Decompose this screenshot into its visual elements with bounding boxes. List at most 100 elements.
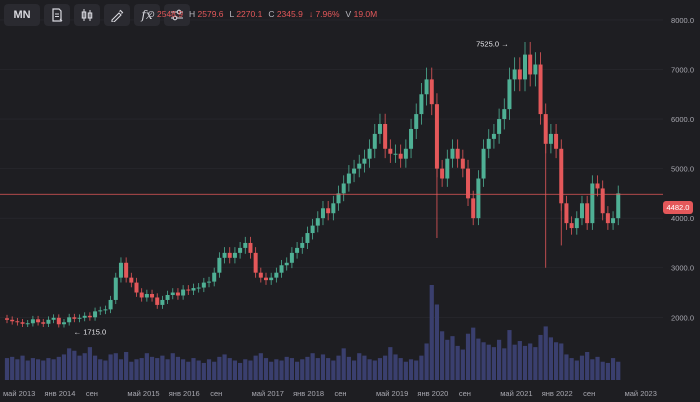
volume-bar xyxy=(139,358,144,380)
volume-bar xyxy=(481,342,486,380)
candle-body xyxy=(419,94,424,115)
candle-body xyxy=(460,158,465,169)
volume-bar xyxy=(326,358,331,380)
volume-bar xyxy=(497,339,502,380)
volume-bar xyxy=(284,356,289,380)
volume-bar xyxy=(538,334,543,380)
candle-body xyxy=(170,292,175,295)
x-tick-label: май 2023 xyxy=(625,389,657,398)
candle-body xyxy=(103,309,108,311)
volume-bar xyxy=(4,358,10,380)
volume-bar xyxy=(408,359,414,380)
volume-bar xyxy=(533,347,538,380)
candle-body xyxy=(377,124,382,134)
document-icon[interactable] xyxy=(44,4,70,26)
volume-bar xyxy=(528,343,533,380)
volume-bar xyxy=(10,356,15,380)
volume-value: 19.0M xyxy=(353,9,378,19)
volume-bar xyxy=(77,355,82,380)
volume-bar xyxy=(486,344,491,380)
volume-bar xyxy=(134,359,139,380)
candle-body xyxy=(574,218,579,229)
candle-body xyxy=(440,168,445,179)
volume-bar xyxy=(367,359,372,380)
candle-body xyxy=(10,319,15,322)
volume-bar xyxy=(108,354,113,380)
change-value: ↓ 7.96% xyxy=(308,9,340,19)
close-value: 2345.9 xyxy=(276,9,303,19)
y-tick-label: 8000.0 xyxy=(671,16,694,25)
candle-body xyxy=(585,203,590,224)
y-tick-label: 6000.0 xyxy=(671,115,694,124)
x-tick-label: сен xyxy=(335,389,347,398)
candle-body xyxy=(243,242,248,248)
volume-bar xyxy=(51,359,56,380)
indicator-pencil-icon[interactable] xyxy=(104,4,130,26)
low-value: 2270.1 xyxy=(236,9,263,19)
candle-body xyxy=(564,203,569,224)
candle-body xyxy=(434,104,439,169)
candle-body xyxy=(217,257,222,273)
y-tick-label: 5000.0 xyxy=(671,165,694,174)
volume-bar xyxy=(336,355,341,380)
volume-bar xyxy=(227,358,232,380)
candle-body xyxy=(554,133,559,149)
y-tick-label: 4000.0 xyxy=(671,214,694,223)
open-key: O xyxy=(148,9,155,19)
annotations: 7525.0 → ← 1715.0 xyxy=(74,39,509,336)
candle-body xyxy=(476,178,481,219)
candle-body xyxy=(512,69,517,80)
candle-body xyxy=(56,317,61,325)
symbol-button[interactable]: MN xyxy=(4,4,40,26)
candle-body xyxy=(403,148,408,159)
candle-body xyxy=(253,252,258,273)
volume-bar xyxy=(258,353,263,380)
candle-body xyxy=(336,193,341,204)
volume-bar xyxy=(212,361,217,380)
candle-body xyxy=(543,114,548,144)
candle-body xyxy=(207,281,212,283)
low-key: L xyxy=(229,9,234,19)
x-tick-label: май 2015 xyxy=(127,389,159,398)
volume-bar xyxy=(419,355,424,380)
volume-bar xyxy=(553,342,559,380)
candlestick-icon[interactable] xyxy=(74,4,100,26)
candle-body xyxy=(93,311,98,318)
candle-body xyxy=(274,272,279,278)
candle-body xyxy=(196,287,201,289)
volume-bar xyxy=(445,339,450,380)
candle-body xyxy=(523,54,527,80)
volume-bar xyxy=(46,358,51,380)
volume-bar xyxy=(507,330,512,380)
candle-body xyxy=(227,252,232,258)
candle-body xyxy=(36,319,41,323)
volume-bar xyxy=(310,353,315,380)
candle-body xyxy=(269,277,274,281)
settings-sliders-icon[interactable] xyxy=(164,4,190,26)
volume-bar xyxy=(564,354,569,380)
candle-body xyxy=(139,292,144,298)
open-value: 2548.9 xyxy=(157,9,183,19)
volume-bar xyxy=(165,359,170,380)
volume-bar xyxy=(113,353,118,380)
high-value: 2579.6 xyxy=(197,9,224,19)
candle-body xyxy=(595,183,600,189)
candle-body xyxy=(160,299,165,305)
x-tick-label: май 2021 xyxy=(500,389,532,398)
volume-bar xyxy=(341,348,346,380)
fx-icon[interactable]: fx xyxy=(134,4,160,26)
grid-lines xyxy=(0,19,663,318)
candle-body xyxy=(238,247,243,253)
candle-body xyxy=(611,218,616,224)
candle-body xyxy=(30,319,35,324)
volume-bar xyxy=(149,356,155,380)
volume-bar xyxy=(429,285,434,380)
volume-bar xyxy=(434,304,440,380)
volume-bar xyxy=(243,359,248,380)
candle-body xyxy=(409,128,414,149)
candle-body xyxy=(20,322,25,324)
candle-body xyxy=(445,158,450,179)
candle-body xyxy=(264,277,268,281)
volume-bar xyxy=(25,360,30,380)
